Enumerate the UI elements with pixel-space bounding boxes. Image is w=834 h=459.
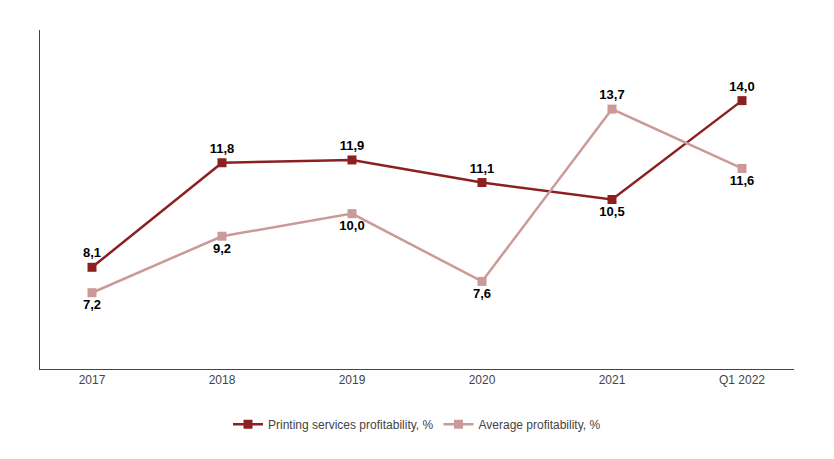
svg-text:14,0: 14,0: [729, 79, 754, 94]
svg-text:2017: 2017: [79, 373, 106, 387]
svg-text:2018: 2018: [209, 373, 236, 387]
svg-text:10,5: 10,5: [599, 204, 624, 219]
svg-text:Printing services profitabilit: Printing services profitability, %: [268, 418, 434, 432]
svg-text:11,6: 11,6: [730, 173, 755, 188]
svg-text:11,9: 11,9: [340, 138, 365, 153]
svg-text:11,8: 11,8: [210, 141, 235, 156]
svg-text:13,7: 13,7: [599, 87, 624, 102]
svg-text:Average profitability, %: Average profitability, %: [479, 418, 601, 432]
svg-text:Q1 2022: Q1 2022: [719, 373, 765, 387]
svg-text:10,0: 10,0: [339, 218, 364, 233]
svg-text:2019: 2019: [339, 373, 366, 387]
svg-text:7,2: 7,2: [83, 297, 101, 312]
svg-text:7,6: 7,6: [473, 286, 491, 301]
svg-text:11,1: 11,1: [470, 161, 495, 176]
svg-text:2021: 2021: [599, 373, 626, 387]
svg-text:2020: 2020: [469, 373, 496, 387]
svg-text:8,1: 8,1: [83, 245, 101, 260]
svg-text:9,2: 9,2: [213, 241, 231, 256]
